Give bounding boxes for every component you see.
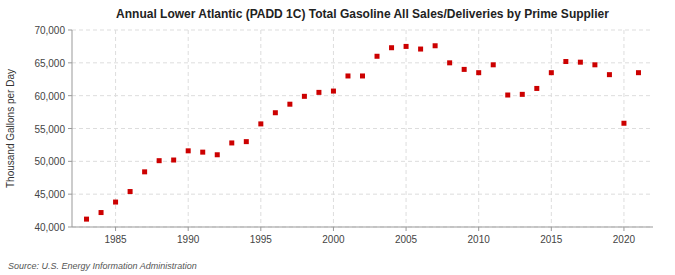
point [244, 139, 249, 144]
point [404, 44, 409, 49]
point [287, 102, 292, 107]
grid-line [115, 30, 116, 227]
axes: 40,000 45,000 50,000 55,000 60,000 65,000 70,0… [34, 25, 653, 245]
grid-line [72, 95, 653, 96]
point [636, 70, 641, 75]
point [462, 67, 467, 72]
grid-line [551, 30, 552, 227]
point [229, 140, 234, 145]
grid-line [260, 30, 261, 227]
grid-line [72, 194, 653, 195]
point [592, 62, 597, 67]
title: Annual Lower Atlantic (PADD 1C) Total Ga… [116, 7, 609, 21]
tick-label: 55,000 [34, 124, 65, 135]
grid-line [72, 128, 653, 129]
point [171, 158, 176, 163]
point [520, 92, 525, 97]
point [84, 217, 89, 222]
grid-line [72, 227, 653, 228]
point [273, 110, 278, 115]
point [200, 150, 205, 155]
y-axis-line [72, 30, 73, 227]
point [302, 94, 307, 99]
grid-line [188, 30, 189, 227]
tick-mark [551, 227, 552, 231]
point [360, 73, 365, 78]
x-axis-line [72, 227, 653, 228]
y-axis-label: Thousand Gallons per Day [5, 69, 16, 188]
point [534, 86, 539, 91]
point [491, 62, 496, 67]
point [433, 43, 438, 48]
tick-label: 2010 [468, 234, 491, 245]
tick-mark [260, 227, 261, 231]
point [186, 148, 191, 153]
grid-line [72, 30, 653, 31]
tick-mark [68, 62, 72, 63]
tick-label: 2000 [322, 234, 345, 245]
points [84, 43, 641, 221]
grid-line [478, 30, 479, 227]
point [128, 189, 133, 194]
point [99, 210, 104, 215]
tick-mark [68, 128, 72, 129]
tick-label: 65,000 [34, 58, 65, 69]
point [258, 121, 263, 126]
tick-label: 45,000 [34, 189, 65, 200]
tick-label: 50,000 [34, 156, 65, 167]
tick-label: 1995 [250, 234, 273, 245]
point [331, 89, 336, 94]
tick-mark [623, 227, 624, 231]
source: Source: U.S. Energy Information Administ… [8, 261, 197, 271]
point [607, 72, 612, 77]
point [215, 152, 220, 157]
tick-label: 1990 [177, 234, 200, 245]
point [345, 73, 350, 78]
tick-mark [188, 227, 189, 231]
point [505, 93, 510, 98]
point [549, 70, 554, 75]
point [389, 45, 394, 50]
tick-label: 70,000 [34, 25, 65, 36]
point [142, 169, 147, 174]
tick-mark [115, 227, 116, 231]
point [563, 59, 568, 64]
tick-label: 1985 [104, 234, 127, 245]
grid [72, 30, 653, 227]
tick-mark [68, 194, 72, 195]
tick-mark [68, 30, 72, 31]
grid-line [623, 30, 624, 227]
point [375, 54, 380, 59]
point [578, 60, 583, 65]
point [447, 60, 452, 65]
point [113, 200, 118, 205]
tick-label: 40,000 [34, 222, 65, 233]
point [621, 121, 626, 126]
tick-mark [68, 161, 72, 162]
chart: Annual Lower Atlantic (PADD 1C) Total Ga… [0, 0, 675, 275]
chart-container: Annual Lower Atlantic (PADD 1C) Total Ga… [0, 0, 675, 275]
point [476, 70, 481, 75]
grid-line [406, 30, 407, 227]
tick-mark [333, 227, 334, 231]
tick-label: 2020 [613, 234, 636, 245]
tick-mark [406, 227, 407, 231]
tick-label: 2015 [540, 234, 563, 245]
tick-mark [478, 227, 479, 231]
point [157, 158, 162, 163]
grid-line [333, 30, 334, 227]
point [316, 90, 321, 95]
tick-label: 2005 [395, 234, 418, 245]
tick-mark [68, 227, 72, 228]
point [418, 47, 423, 52]
tick-mark [68, 95, 72, 96]
tick-label: 60,000 [34, 91, 65, 102]
